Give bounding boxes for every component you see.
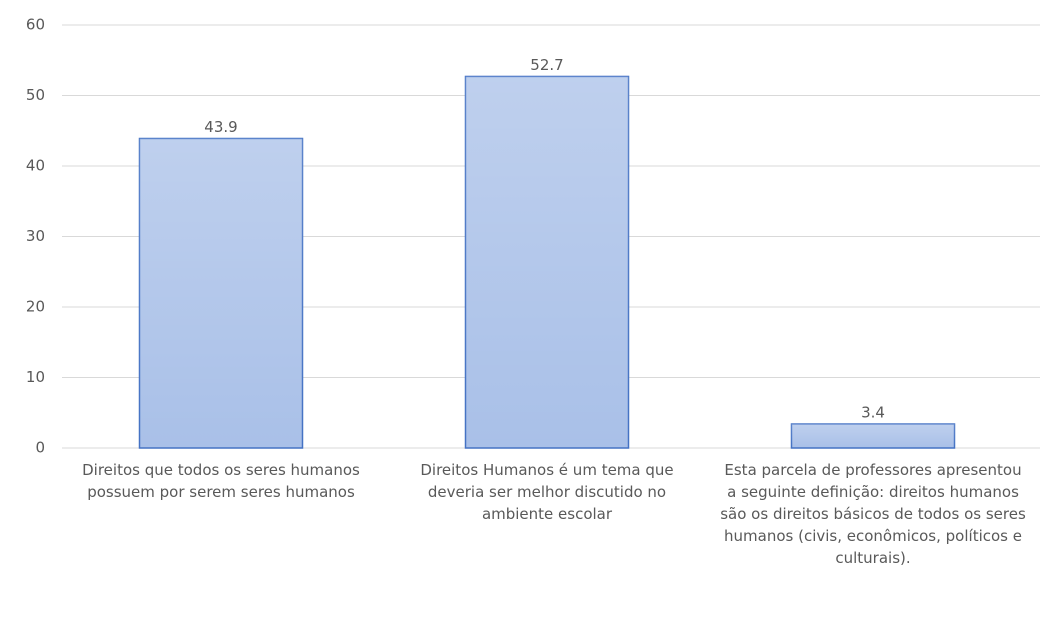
y-tick-label: 20 [26, 298, 45, 316]
y-tick-label: 50 [26, 86, 45, 104]
data-label: 52.7 [530, 56, 563, 74]
x-tick-label: Direitos que todos os seres humanos poss… [82, 461, 360, 501]
bar-shade [139, 138, 303, 448]
x-tick-label: Direitos Humanos é um tema que deveria s… [420, 461, 674, 523]
data-label: 3.4 [861, 404, 885, 422]
bar-shade [791, 424, 955, 448]
y-tick-label: 30 [26, 227, 45, 245]
y-tick-label: 60 [26, 16, 45, 34]
y-tick-label: 10 [26, 368, 45, 386]
y-tick-label: 0 [35, 439, 45, 457]
bar-shade [465, 76, 629, 448]
y-tick-label: 40 [26, 157, 45, 175]
data-label: 43.9 [204, 118, 237, 136]
x-tick-label: Esta parcela de professores apresentou a… [720, 461, 1026, 567]
